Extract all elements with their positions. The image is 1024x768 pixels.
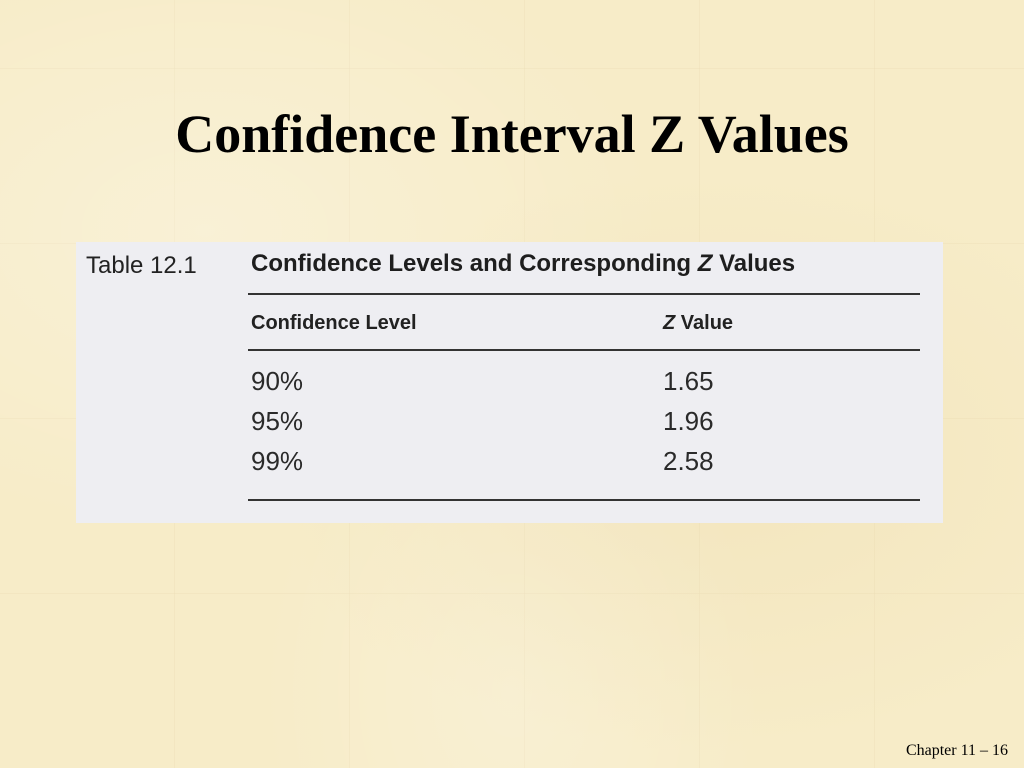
- column-header-z-value: Z Value: [663, 312, 733, 335]
- column-header-z: Z: [663, 312, 676, 334]
- table-caption-suffix: Values: [712, 250, 796, 277]
- table-row: 99% 2.58: [251, 446, 851, 486]
- table-caption-z: Z: [697, 250, 713, 277]
- confidence-level-cell: 95%: [251, 406, 304, 436]
- table-caption: Confidence Levels and Corresponding Z Va…: [251, 250, 795, 278]
- confidence-level-cell: 90%: [251, 366, 304, 396]
- table-bottom-rule: [248, 499, 920, 501]
- table-row: 90% 1.65: [251, 366, 851, 406]
- slide-title: Confidence Interval Z Values: [175, 104, 849, 164]
- z-value-cell: 1.65: [663, 366, 714, 396]
- table-image: Table 12.1 Confidence Levels and Corresp…: [76, 242, 943, 523]
- confidence-level-cell: 99%: [251, 446, 304, 476]
- table-caption-prefix: Confidence Levels and Corresponding: [251, 250, 698, 277]
- slide-footer: Chapter 11 – 16: [905, 742, 1008, 759]
- table-number: Table 12.1: [86, 252, 197, 279]
- table-top-rule: [248, 293, 920, 295]
- column-header-confidence-level: Confidence Level: [251, 312, 417, 334]
- table-row: 95% 1.96: [251, 406, 851, 446]
- table-header-rule: [248, 349, 920, 351]
- z-value-cell: 1.96: [663, 406, 714, 436]
- table-body: 90% 1.65 95% 1.96 99% 2.58: [251, 366, 851, 486]
- column-header-value: Value: [675, 312, 734, 334]
- z-value-cell: 2.58: [663, 446, 714, 476]
